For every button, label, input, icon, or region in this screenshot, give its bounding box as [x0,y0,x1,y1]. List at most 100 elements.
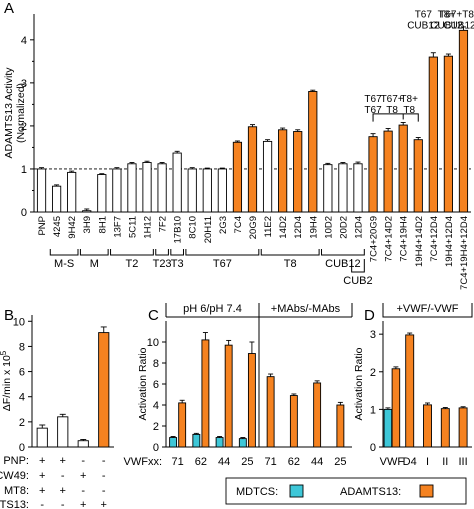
panel-a-x-tick-label: 19H4 [308,216,319,239]
panel-b-y-tick-label: 8 [19,341,25,353]
panel-a-group-bracket [49,249,79,256]
panel-b-row-sign: + [39,470,45,482]
legend-box [225,477,467,505]
panel-c-group-title: +MAbs/-MAbs [271,303,341,315]
panel-a-group-bracket [351,259,365,273]
panel-c-y-tick-label: 6 [153,379,159,391]
panel-d-x-tick-label: III [459,456,468,468]
panel-a: A 0 1 2 3 4 ADAMTS13 Activity(Normalized) PNP 42… [3,0,474,290]
panel-b-row-sign: - [61,499,65,509]
panel-a-y-tick-label: 1 [21,164,27,176]
panel-a-letter: A [4,0,14,17]
panel-a-annotation: T67+ [381,94,404,105]
panel-a-x-tick-label: 7C4+20G9 [369,216,380,262]
panel-a-x-tick-label: 1H12 [143,216,154,239]
panel-a-x-tick-label: 7F2 [158,216,169,232]
panel-c-letter: C [148,307,159,324]
panel-b-row-sign: - [81,485,85,497]
panel-b-row-sign: + [39,455,45,467]
panel-a-x-tick-label: 4245 [52,216,63,237]
panel-a-bar [338,163,348,213]
panel-b-row-sign: - [102,485,106,497]
panel-c-bar-adamts13 [178,402,187,448]
panel-a-annotation: CUB12 [443,20,474,31]
panel-a-bar [368,136,378,213]
panel-a-group-label: M-S [54,258,74,270]
panel-d-x-tick-label: II [442,456,448,468]
legend-label-adamts13: ADAMTS13: [340,486,401,498]
panel-a-y-tick-label: 2 [21,121,27,133]
panel-a-x-tick-label: 7C4+19H4+12D4 [459,216,470,290]
panel-b-y-tick-label: 2 [19,417,25,429]
panel-b-row-label: BCW49: [0,470,29,482]
panel-b-row-sign: - [61,470,65,482]
panel-a-x-tick-label: 13F7 [112,216,123,238]
panel-a-bar [232,141,243,213]
panel-b-bar [98,332,110,448]
panel-b-row-sign: + [80,470,86,482]
panel-a-annotation: T67 [364,94,382,105]
panel-b-row-sign: + [60,485,66,497]
panel-c-y-tick-label: 2 [153,421,159,433]
panel-a-annotation: T67 [415,9,433,20]
panel-c-x-tick-label: 62 [288,456,300,468]
panel-a-bar [398,124,408,213]
panel-a-bar [262,140,273,213]
panel-b-row-label: ADAMTS13: [0,499,29,509]
legend-swatch-mdtcs [289,484,304,498]
panel-c-bar-mdtcs [192,433,201,448]
panel-a-y-tick-label: 4 [21,35,27,47]
panel-a-bar [308,91,318,213]
panel-c-y-tick-label: 8 [153,358,159,370]
panel-b-bar [57,416,69,448]
panel-b-y-tick-label: 10 [13,316,25,328]
panel-a-y-label-line: (Normalized) [15,83,27,143]
panel-c-bar-adamts13 [266,376,275,448]
panel-a-group-label: T67 [213,258,232,270]
panel-b-bar [77,440,89,448]
panel-a-y-tick-label: 3 [21,78,27,90]
panel-a-bar [142,162,152,213]
panel-c-x-tick-label: 62 [195,456,207,468]
panel-a-x-tick-label: 8C10 [188,216,199,239]
panel-b-bar [36,427,48,448]
panel-a-bar [187,168,197,213]
panel-a-group-label: M [90,258,99,270]
panel-c-x-tick-label: 71 [172,456,184,468]
panel-a-bar [353,163,363,213]
panel-a-bar [82,210,92,213]
panel-c-x-tick-label: 25 [241,456,253,468]
panel-a-bar [383,130,393,213]
legend: MDTCS: ADAMTS13: [225,477,467,505]
panel-a-x-tick-label: PNP [37,216,48,236]
panel-a-bar [428,56,438,213]
panel-a-x-tick-label: 12D4 [293,216,304,239]
panel-a-x-tick-label: 7C4+19H4 [399,216,410,262]
panel-d-bar-adamts13 [458,407,468,448]
panel-a-x-tick-label: 20G9 [248,216,259,239]
panel-a-x-tick-label: 17B10 [173,216,184,243]
panel-a-x-tick-label: 12D4 [353,216,364,239]
panel-a-annotation: T8 [386,105,398,116]
panel-b-y-tick-label: 4 [19,392,25,404]
panel-b-row-sign: + [39,485,45,497]
panel-d-x-tick-label: D4 [403,456,417,468]
panel-c-bar-adamts13 [247,353,256,448]
panel-a-group-label: CUB12 [325,258,360,270]
panel-c-bar-adamts13 [289,395,298,448]
panel-d-bar-adamts13 [423,404,432,448]
panel-d-y-tick-label: 0 [370,442,376,454]
panel-a-group-label: T2 [126,258,139,270]
panel-c-bar-adamts13 [224,344,233,448]
panel-d-bar-adamts13 [405,334,415,448]
panel-c-x-tick-label: 44 [311,456,323,468]
panel-d-y-tick-label: 1 [370,404,376,416]
panel-b-y-tick-label: 6 [19,367,25,379]
panel-d-bar-mdtcs [383,408,393,448]
panel-b-y-tick-label: 0 [19,442,25,454]
panel-a-bar [293,131,303,213]
panel-a-annotation: T67+T8+ [439,9,474,20]
panel-a-group-bracket [155,249,169,256]
